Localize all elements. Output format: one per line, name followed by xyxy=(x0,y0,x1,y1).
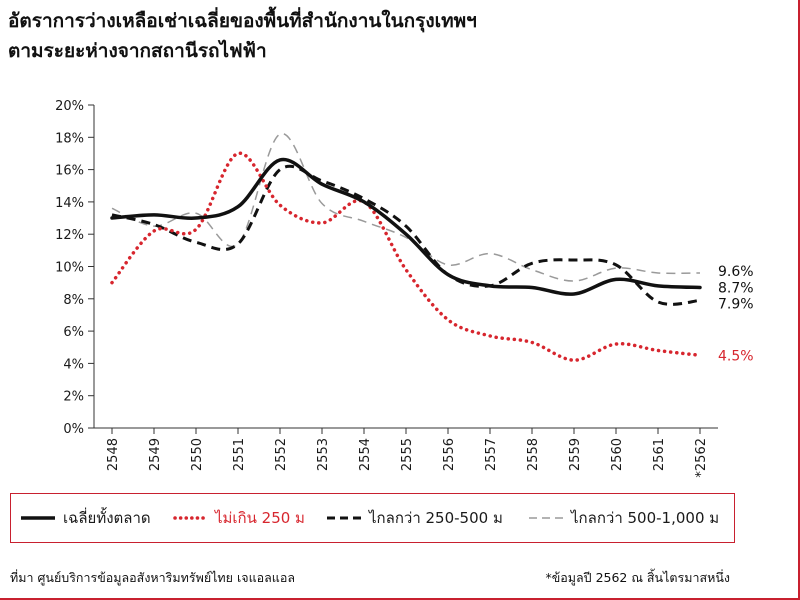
y-tick-label: 20% xyxy=(55,99,84,114)
chart-title-line-1: อัตราการว่างเหลือเช่าเฉลี่ยของพื้นที่สำน… xyxy=(8,10,477,32)
y-tick-label: 2% xyxy=(63,390,84,405)
y-tick-label: 6% xyxy=(63,325,84,340)
x-tick-label: 2555 xyxy=(400,438,415,471)
x-tick-label: 2551 xyxy=(232,438,247,471)
y-tick-label: 8% xyxy=(63,293,84,308)
x-tick-label: 2549 xyxy=(148,438,163,471)
legend-label: เฉลี่ยทั้งตลาด xyxy=(63,509,151,527)
series-line-market-average xyxy=(110,157,702,296)
legend-item-within-250m: ไม่เกิน 250 ม xyxy=(173,494,305,542)
source-note: ที่มา ศูนย์บริการข้อมูลอสังหาริมทรัพย์ไท… xyxy=(10,570,296,585)
legend-label: ไกลกว่า 250-500 ม xyxy=(369,509,503,527)
y-tick-label: 12% xyxy=(55,228,84,243)
y-tick-label: 14% xyxy=(55,196,84,211)
x-tick-label: 2553 xyxy=(316,438,331,471)
legend-item-500-1000m: ไกลกว่า 500-1,000 ม xyxy=(529,494,719,542)
legend-swatch-thin-dashed xyxy=(529,517,563,519)
x-tick-label: 2559 xyxy=(568,438,583,471)
end-label-within-250m: 4.5% xyxy=(718,348,754,364)
x-tick-label: 2560 xyxy=(610,438,625,471)
line-chart: 0% 2% 4% 6% 8% 10% 12% 14% 16% 18% 20% 2548 2549 2550… xyxy=(55,99,754,478)
end-label-market-average: 8.7% xyxy=(718,280,754,296)
data-footnote: *ข้อมูลปี 2562 ณ สิ้นไตรมาสหนึ่ง xyxy=(545,570,730,585)
end-label-250-500m: 7.9% xyxy=(718,296,754,312)
x-tick-label: 2554 xyxy=(358,438,373,471)
x-tick-label: 2548 xyxy=(106,438,121,471)
x-tick-label: *2562 xyxy=(694,438,709,478)
y-tick-label: 4% xyxy=(63,357,84,372)
x-tick-label: 2552 xyxy=(274,438,289,471)
series-line-within-250m xyxy=(110,151,702,362)
x-tick-label: 2556 xyxy=(442,438,457,471)
x-tick-label: 2557 xyxy=(484,438,499,471)
x-tick-label: 2550 xyxy=(190,438,205,471)
end-label-500-1000m: 9.6% xyxy=(718,264,754,280)
legend-label: ไกลกว่า 500-1,000 ม xyxy=(571,509,720,527)
series-line-500-1000m xyxy=(111,133,701,282)
series-line-250-500m xyxy=(111,164,701,306)
legend-swatch-dashed xyxy=(327,516,361,520)
legend-item-market-average: เฉลี่ยทั้งตลาด xyxy=(21,494,151,542)
y-tick-label: 10% xyxy=(55,261,84,276)
legend-swatch-solid xyxy=(21,516,55,520)
chart-title: อัตราการว่างเหลือเช่าเฉลี่ยของพื้นที่สำน… xyxy=(8,6,477,66)
x-tick-label: 2561 xyxy=(652,438,667,471)
chart-title-line-2: ตามระยะห่างจากสถานีรถไฟฟ้า xyxy=(8,40,267,62)
legend-label: ไม่เกิน 250 ม xyxy=(215,509,305,527)
chart-legend: เฉลี่ยทั้งตลาด ไม่เกิน 250 ม ไกลกว่า 250… xyxy=(10,493,735,543)
y-tick-label: 18% xyxy=(55,131,84,146)
y-tick-label: 0% xyxy=(63,422,84,437)
legend-swatch-dotted xyxy=(173,516,207,520)
legend-item-250-500m: ไกลกว่า 250-500 ม xyxy=(327,494,503,542)
y-tick-label: 16% xyxy=(55,164,84,179)
x-tick-label: 2558 xyxy=(526,438,541,471)
